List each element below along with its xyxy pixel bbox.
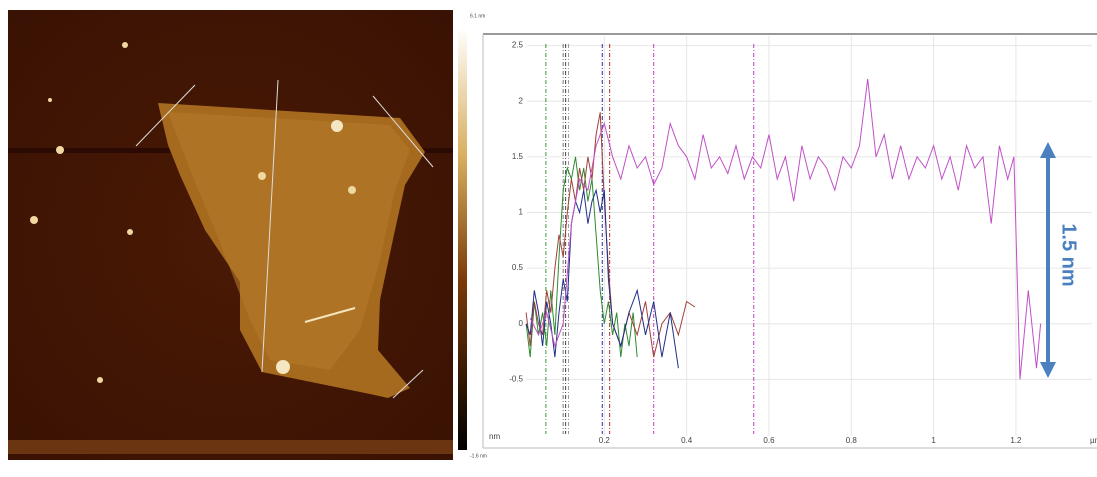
- colorbar-label: 6.1 nm: [470, 13, 485, 19]
- plot: 2.5 2 1.5 1 0.5 0 -0.5 0.2 0.4 0.6 0.8 1 1.2 nm µm: [489, 36, 1097, 445]
- particle: [48, 98, 52, 102]
- arrow-head: [1040, 362, 1056, 378]
- annotation: 1.5 nm: [1058, 223, 1080, 286]
- y-tick-label: -0.5: [509, 374, 523, 383]
- scan-streak: [8, 440, 453, 454]
- x-tick-label: 0.2: [599, 436, 611, 445]
- particle: [56, 146, 64, 154]
- profile-line: [525, 188, 679, 369]
- particle: [122, 42, 128, 48]
- x-tick-label: 1.2: [1010, 436, 1022, 445]
- x-axis-label: µm: [1090, 436, 1097, 445]
- x-tick-label: 0.8: [846, 436, 858, 445]
- x-tick-label: 0.4: [681, 436, 693, 445]
- colorbar-label: -1.6 nm: [470, 453, 487, 459]
- wrinkle: [304, 307, 356, 323]
- y-axis-label: nm: [489, 432, 500, 441]
- profile-cut: [392, 369, 424, 399]
- profile-line: [529, 78, 1042, 380]
- profile-cut: [135, 84, 196, 147]
- y-tick-label: 1.5: [512, 152, 524, 161]
- x-tick-label: 0.6: [763, 436, 775, 445]
- profile-cut: [261, 79, 279, 373]
- y-tick-label: 0.5: [512, 263, 524, 272]
- profile-line: [525, 156, 638, 358]
- particle: [30, 216, 38, 224]
- y-tick-label: 1: [519, 208, 524, 217]
- particle: [97, 377, 103, 383]
- y-tick-label: 0: [519, 319, 524, 328]
- particle: [331, 120, 343, 132]
- arrow-head: [1040, 142, 1056, 158]
- afm-image: 6.1 nm -1.6 nm: [8, 10, 487, 460]
- flake-texture: [168, 112, 410, 370]
- profile-line: [525, 112, 696, 358]
- y-tick-label: 2: [519, 96, 524, 105]
- profile-cut: [372, 95, 434, 168]
- colorbar: [458, 28, 467, 450]
- y-tick-label: 2.5: [512, 41, 524, 50]
- particle: [258, 172, 266, 180]
- particle: [348, 186, 356, 194]
- x-tick-label: 1: [931, 436, 936, 445]
- particle: [276, 360, 290, 374]
- particle: [127, 229, 133, 235]
